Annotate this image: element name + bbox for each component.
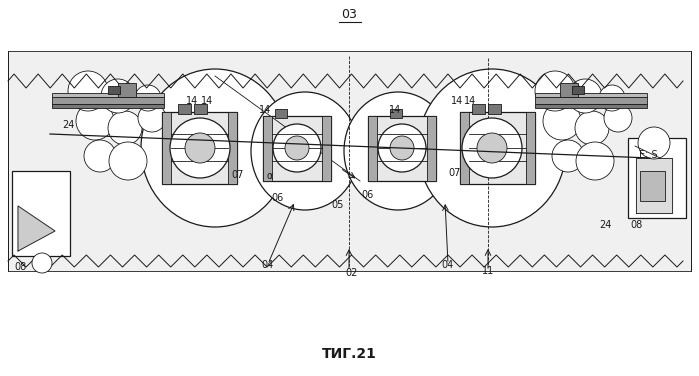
- Bar: [427, 116, 436, 181]
- Circle shape: [568, 79, 602, 113]
- Bar: [12, 171, 70, 256]
- Text: 14: 14: [201, 96, 213, 106]
- Text: 05: 05: [332, 200, 344, 210]
- Bar: [162, 112, 171, 184]
- Circle shape: [462, 118, 522, 178]
- Bar: [628, 138, 686, 218]
- Circle shape: [378, 124, 426, 172]
- Circle shape: [552, 140, 584, 172]
- Bar: [526, 112, 535, 184]
- Circle shape: [84, 140, 116, 172]
- Circle shape: [68, 71, 108, 111]
- Circle shape: [599, 85, 625, 111]
- Bar: [460, 112, 535, 184]
- Ellipse shape: [418, 69, 566, 227]
- Bar: [535, 93, 647, 97]
- Bar: [535, 104, 647, 108]
- Bar: [460, 112, 469, 184]
- Circle shape: [273, 124, 321, 172]
- Circle shape: [32, 253, 52, 273]
- Circle shape: [138, 104, 166, 132]
- Bar: [560, 83, 578, 97]
- Bar: [488, 104, 501, 114]
- Circle shape: [535, 71, 575, 111]
- Text: 04: 04: [442, 260, 454, 270]
- Circle shape: [604, 104, 632, 132]
- Bar: [118, 83, 136, 97]
- Bar: [572, 86, 584, 94]
- Bar: [228, 112, 237, 184]
- Text: 14: 14: [451, 96, 463, 106]
- Circle shape: [170, 118, 230, 178]
- Bar: [263, 116, 272, 181]
- Bar: [368, 116, 377, 181]
- Text: 14: 14: [389, 105, 401, 115]
- Ellipse shape: [251, 92, 359, 210]
- Circle shape: [285, 136, 309, 160]
- Circle shape: [101, 79, 135, 113]
- Circle shape: [108, 111, 142, 145]
- Circle shape: [185, 133, 215, 163]
- Ellipse shape: [344, 92, 452, 210]
- Ellipse shape: [141, 69, 289, 227]
- Circle shape: [390, 136, 414, 160]
- Text: 07: 07: [232, 170, 244, 180]
- Circle shape: [638, 127, 670, 159]
- Bar: [162, 112, 237, 184]
- Text: 07: 07: [449, 168, 461, 178]
- Text: 24: 24: [599, 220, 611, 230]
- Text: ΤИГ.21: ΤИГ.21: [322, 347, 377, 361]
- Bar: [640, 171, 665, 201]
- Text: E; S: E; S: [639, 150, 657, 160]
- Bar: [472, 104, 485, 114]
- Bar: [535, 97, 647, 104]
- Polygon shape: [636, 158, 672, 213]
- Text: 14: 14: [464, 96, 476, 106]
- Bar: [194, 104, 207, 114]
- Text: α: α: [267, 171, 273, 181]
- Bar: [52, 97, 164, 104]
- Bar: [52, 104, 164, 108]
- Text: 04: 04: [262, 260, 274, 270]
- Circle shape: [543, 102, 581, 140]
- Text: 06: 06: [362, 190, 374, 200]
- Circle shape: [576, 142, 614, 180]
- Text: 03: 03: [341, 8, 357, 21]
- Bar: [8, 51, 691, 271]
- Text: 11: 11: [482, 266, 494, 276]
- Circle shape: [76, 102, 114, 140]
- Polygon shape: [18, 206, 55, 251]
- Circle shape: [575, 111, 609, 145]
- Text: 24: 24: [62, 120, 74, 130]
- Bar: [275, 109, 287, 118]
- Text: 14: 14: [259, 105, 271, 115]
- Bar: [263, 116, 331, 181]
- Text: 02: 02: [346, 268, 358, 278]
- Text: 08: 08: [14, 262, 27, 272]
- Bar: [178, 104, 191, 114]
- Bar: [368, 116, 436, 181]
- Text: 08: 08: [630, 220, 642, 230]
- Bar: [108, 86, 120, 94]
- Circle shape: [109, 142, 147, 180]
- Text: 06: 06: [272, 193, 284, 203]
- Circle shape: [135, 85, 161, 111]
- Bar: [390, 109, 402, 118]
- Bar: [52, 93, 164, 97]
- Circle shape: [477, 133, 507, 163]
- Text: 14: 14: [186, 96, 198, 106]
- Bar: [322, 116, 331, 181]
